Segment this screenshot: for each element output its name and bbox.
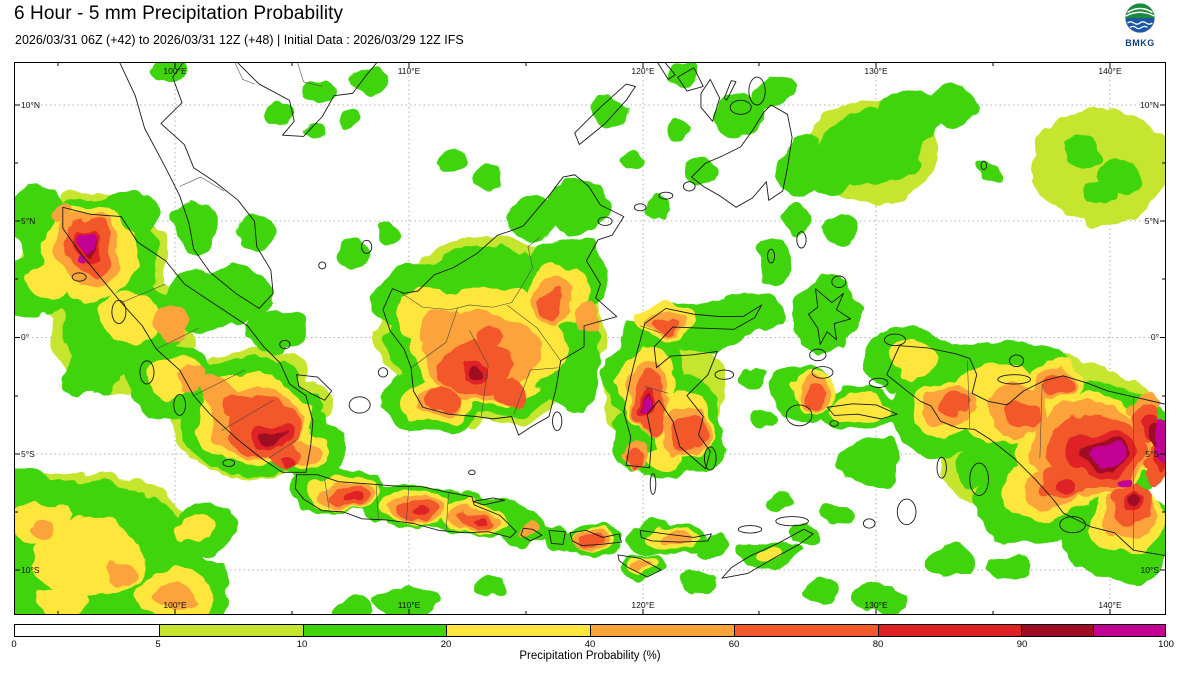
legend-cell (590, 625, 734, 636)
legend-tick-label: 0 (11, 639, 17, 650)
legend-bar (14, 624, 1166, 637)
map-frame-ticks (14, 62, 1166, 615)
legend-cell (15, 625, 159, 636)
legend-tick-label: 10 (296, 639, 308, 650)
map-validity-subtitle: 2026/03/31 06Z (+42) to 2026/03/31 12Z (… (15, 33, 464, 47)
bmkg-logo: BMKG (1118, 2, 1162, 48)
legend-tick-label: 80 (872, 639, 884, 650)
lon-tick-label-top: 140°E (1098, 66, 1122, 76)
lon-tick-label-bottom: 110°E (398, 600, 421, 610)
lat-tick-label-right: 0° (1151, 332, 1159, 342)
map-area: 100°E 110°E 120°E 130°E 140°E 100°E 110°… (0, 58, 1180, 633)
legend-tick-label: 40 (584, 639, 596, 650)
legend-tick-label: 60 (728, 639, 740, 650)
lat-tick-label-left: 10°N (21, 100, 40, 110)
lon-tick-label-bottom: 140°E (1098, 600, 1122, 610)
lat-tick-label-right: 10°S (1140, 565, 1159, 575)
map-tick-labels: 100°E 110°E 120°E 130°E 140°E 100°E 110°… (21, 66, 1159, 610)
legend-cell (446, 625, 590, 636)
legend-title: Precipitation Probability (%) (519, 650, 661, 662)
legend-cell (158, 625, 303, 636)
lat-tick-label-left: 10°S (21, 565, 40, 575)
prob-95-100-layer (77, 230, 1169, 485)
legend-ticks: 0 5 10 20 40 60 80 90 100 (11, 637, 1174, 650)
admin-boundaries (121, 62, 1133, 550)
indonesia-precipitation-map: 100°E 110°E 120°E 130°E 140°E 100°E 110°… (0, 58, 1180, 633)
legend-cell (733, 625, 878, 636)
map-border (14, 62, 1166, 615)
lon-tick-label-top: 130°E (864, 66, 888, 76)
legend-tick-label: 5 (155, 639, 161, 650)
legend-cell (302, 625, 447, 636)
lon-tick-label-top: 110°E (398, 66, 421, 76)
lon-tick-label-bottom: 130°E (864, 600, 888, 610)
lat-tick-label-left: 0° (21, 332, 29, 342)
legend: 0 5 10 20 40 60 80 90 100 Precipitation Probabil… (11, 624, 1174, 662)
legend-tick-label: 100 (1158, 639, 1174, 650)
lat-tick-label-left: 5°S (21, 449, 35, 459)
lat-tick-label-right: 10°N (1140, 100, 1159, 110)
lat-tick-label-right: 5°N (1145, 216, 1159, 226)
lat-tick-label-left: 5°N (21, 216, 35, 226)
precipitation-field (0, 58, 1180, 633)
lon-tick-label-top: 120°E (631, 66, 655, 76)
map-title: 6 Hour - 5 mm Precipitation Probability (14, 3, 344, 24)
legend-tick-label: 90 (1016, 639, 1028, 650)
bmkg-logo-label: BMKG (1125, 38, 1155, 48)
lat-tick-label-right: 5°S (1145, 449, 1159, 459)
legend-cell (877, 625, 1022, 636)
lon-tick-label-top: 100°E (163, 66, 187, 76)
bmkg-globe-icon (1125, 3, 1155, 33)
coastlines (63, 62, 1166, 578)
lon-tick-label-bottom: 100°E (163, 600, 187, 610)
legend-cell (1021, 625, 1094, 636)
legend-cell (1093, 625, 1165, 636)
legend-tick-label: 20 (440, 639, 452, 650)
lon-tick-label-bottom: 120°E (631, 600, 655, 610)
